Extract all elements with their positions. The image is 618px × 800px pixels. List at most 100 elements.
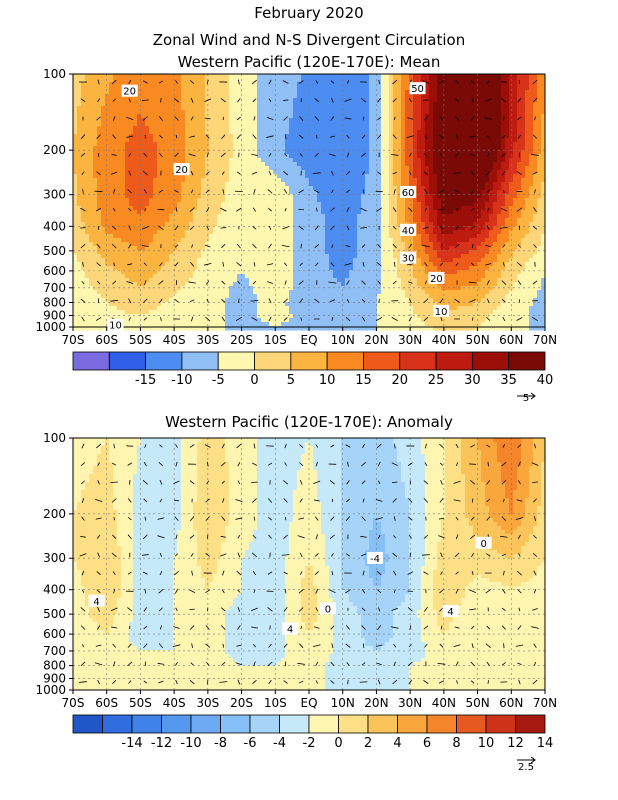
vector-arrow: [143, 189, 147, 194]
colorbar-swatch: [102, 714, 133, 734]
reference-vector-label: 5: [523, 393, 529, 404]
vector-arrow: [531, 154, 539, 156]
colorbar-swatch: [217, 351, 255, 371]
vector-arrow: [268, 316, 272, 322]
vector-arrow: [315, 80, 319, 84]
vector-arrow: [266, 263, 274, 266]
vector-arrow: [189, 225, 195, 230]
vector-arrow: [189, 516, 195, 521]
vector-arrow: [113, 516, 115, 521]
vector-arrow: [267, 281, 273, 284]
vector-arrow: [377, 534, 381, 539]
colorbar-swatch: [426, 714, 457, 734]
vector-arrow: [502, 316, 506, 322]
vector-arrow: [175, 661, 178, 666]
vector-arrow: [112, 643, 117, 648]
vector-arrow: [268, 98, 272, 102]
vector-arrow: [313, 626, 320, 629]
x-tick-label: 40N: [432, 696, 456, 710]
vector-arrow: [393, 643, 397, 648]
y-tick-label: 900: [43, 671, 66, 685]
vector-arrow: [408, 79, 412, 85]
vector-arrow: [361, 316, 366, 322]
vector-arrow: [316, 207, 318, 212]
vector-arrow: [236, 443, 242, 449]
vector-arrow: [96, 134, 101, 140]
vector-arrow: [329, 135, 335, 138]
vector-arrow: [360, 98, 367, 103]
vector-arrow: [112, 98, 116, 102]
vector-arrow: [408, 243, 413, 249]
vector-arrow: [250, 626, 258, 629]
vector-arrow: [205, 498, 210, 503]
vector-arrow: [144, 516, 147, 521]
vector-arrow: [235, 498, 243, 502]
vector-arrow: [175, 461, 178, 467]
vector-arrow: [376, 317, 383, 321]
vector-arrow: [267, 661, 273, 667]
vector-arrow: [128, 208, 132, 212]
vector-arrow: [220, 535, 226, 538]
vector-arrow: [268, 243, 272, 249]
vector-arrow: [345, 589, 351, 594]
vector-arrow: [251, 153, 258, 156]
colorbar-swatch: [190, 714, 221, 734]
vector-arrow: [314, 571, 319, 575]
vector-arrow: [533, 498, 537, 503]
vector-arrow: [360, 227, 368, 229]
vector-arrow: [81, 480, 85, 485]
vector-arrow: [253, 661, 256, 667]
vector-arrow: [113, 262, 115, 267]
vector-arrow: [487, 680, 489, 684]
contour-label: 20: [175, 165, 188, 176]
vector-arrow: [346, 280, 350, 285]
vector-arrow: [188, 281, 196, 284]
vector-arrow: [95, 517, 102, 520]
vector-arrow: [205, 553, 210, 557]
x-tick-label: EQ: [300, 696, 317, 710]
vector-arrow: [189, 608, 195, 611]
figure-main-title: Zonal Wind and N-S Divergent Circulation: [153, 31, 465, 49]
vector-arrow: [329, 534, 335, 539]
x-axis: 70S 60S 50S 40S 30S 20S 10S EQ 10N 20N 30N 40N 50N 60…: [62, 690, 557, 710]
vector-arrow: [315, 262, 319, 267]
vector-arrow: [191, 570, 193, 576]
vector-arrow: [391, 317, 398, 321]
vector-arrow: [159, 444, 163, 448]
vector-arrow: [517, 625, 522, 630]
vector-arrow: [393, 570, 397, 576]
vector-arrow: [281, 554, 290, 556]
vector-arrow: [533, 643, 537, 648]
vector-arrow: [361, 171, 366, 176]
vector-arrow: [470, 444, 476, 448]
vector-arrow: [532, 608, 538, 611]
vector-arrow: [486, 444, 491, 448]
vector-arrow: [361, 480, 366, 485]
vector-arrow: [424, 280, 427, 285]
vector-arrow: [424, 188, 428, 194]
vector-arrow: [283, 534, 288, 539]
x-tick-label: 60N: [499, 333, 523, 347]
vector-arrow: [501, 98, 507, 103]
vector-arrow: [469, 299, 476, 303]
vector-arrow: [96, 243, 101, 249]
vector-arrow: [173, 626, 180, 629]
vector-arrow: [97, 79, 100, 85]
vector-arrow: [360, 207, 367, 212]
contour-label: 4: [447, 607, 453, 618]
vector-arrow: [128, 317, 131, 321]
vector-arrow: [502, 262, 505, 267]
vector-arrow: [534, 443, 536, 449]
vector-arrow: [377, 134, 382, 139]
vector-arrow: [392, 134, 397, 139]
vector-arrow: [189, 444, 195, 448]
vector-arrow: [252, 643, 256, 648]
x-tick-label: 20S: [230, 696, 253, 710]
vector-arrow: [470, 225, 475, 231]
vector-arrow: [96, 534, 101, 539]
vector-arrow: [470, 661, 475, 667]
vector-arrow: [501, 588, 506, 594]
colorbar-swatch: [308, 714, 339, 734]
vector-arrow: [345, 444, 351, 448]
vector-arrow: [112, 534, 117, 539]
